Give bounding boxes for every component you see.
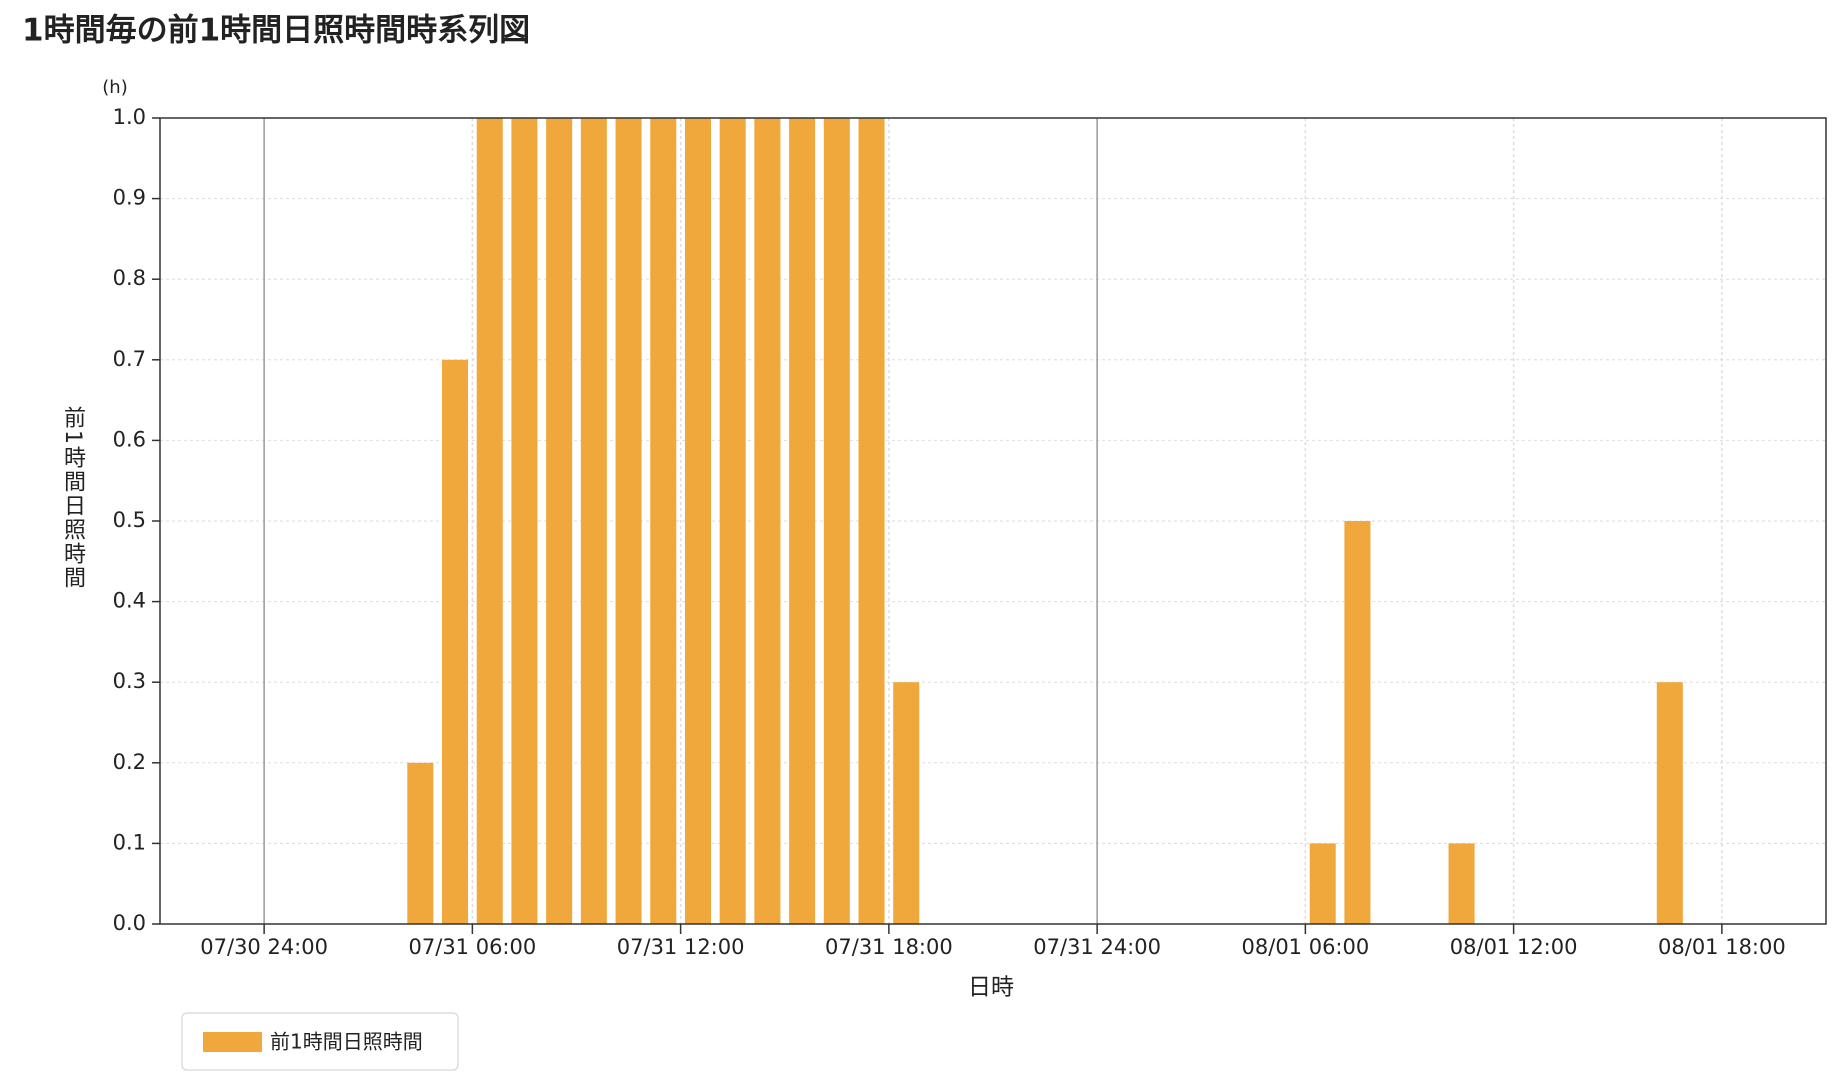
bar bbox=[511, 118, 538, 924]
y-tick-label: 0.3 bbox=[113, 669, 146, 693]
y-tick-label: 0.4 bbox=[113, 589, 146, 613]
bar bbox=[615, 118, 642, 924]
y-tick-label: 0.2 bbox=[113, 750, 146, 774]
y-tick-label: 0.6 bbox=[113, 427, 146, 451]
y-unit: (h) bbox=[102, 77, 127, 98]
bar bbox=[1448, 843, 1475, 924]
y-tick-label: 1.0 bbox=[113, 105, 146, 129]
bar bbox=[858, 118, 885, 924]
bar bbox=[1344, 521, 1371, 924]
bar bbox=[893, 682, 920, 924]
bar bbox=[823, 118, 850, 924]
bar bbox=[580, 118, 607, 924]
bar bbox=[650, 118, 677, 924]
x-tick-label: 08/01 06:00 bbox=[1242, 935, 1370, 959]
x-tick-label: 07/31 18:00 bbox=[825, 935, 953, 959]
x-tick-label: 07/30 24:00 bbox=[200, 935, 328, 959]
y-tick-label: 0.8 bbox=[113, 266, 146, 290]
bar bbox=[1656, 682, 1683, 924]
y-tick-label: 0.0 bbox=[113, 911, 146, 935]
plot-frame bbox=[159, 117, 1827, 925]
legend-box bbox=[181, 1012, 459, 1071]
chart-title: 1時間毎の前1時間日照時間時系列図 bbox=[22, 13, 530, 49]
y-axis-title: 前1時間日照時間 bbox=[60, 406, 86, 590]
y-tick-label: 0.1 bbox=[113, 830, 146, 854]
bar bbox=[476, 118, 503, 924]
legend-swatch bbox=[203, 1032, 262, 1052]
y-tick-label: 0.5 bbox=[113, 508, 146, 532]
y-tick-label: 0.7 bbox=[113, 347, 146, 371]
legend-label: 前1時間日照時間 bbox=[270, 1030, 423, 1054]
bar bbox=[789, 118, 816, 924]
bar bbox=[719, 118, 746, 924]
bar bbox=[442, 359, 469, 924]
x-tick-label: 07/31 12:00 bbox=[617, 935, 745, 959]
y-tick-label: 0.9 bbox=[113, 186, 146, 210]
x-tick-label: 07/31 24:00 bbox=[1033, 935, 1161, 959]
bar bbox=[754, 118, 781, 924]
x-tick-label: 07/31 06:00 bbox=[409, 935, 537, 959]
bar bbox=[684, 118, 711, 924]
bar bbox=[407, 762, 434, 924]
bar bbox=[1309, 843, 1336, 924]
x-tick-label: 08/01 18:00 bbox=[1658, 935, 1786, 959]
x-tick-label: 08/01 12:00 bbox=[1450, 935, 1578, 959]
x-axis-title: 日時 bbox=[968, 975, 1014, 1001]
bar bbox=[546, 118, 573, 924]
